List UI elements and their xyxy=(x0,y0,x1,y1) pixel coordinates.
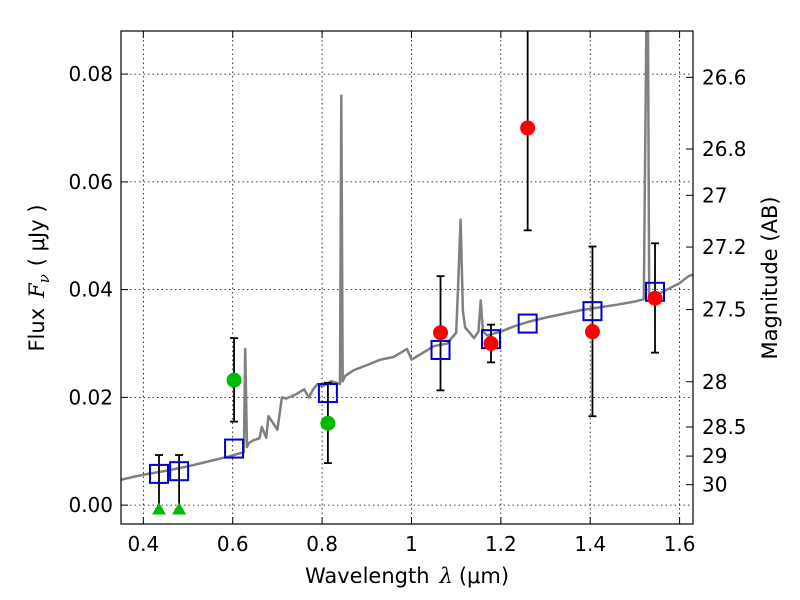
y-tick-label: 0.08 xyxy=(68,62,113,86)
red-detection-point xyxy=(584,324,600,340)
x-tick-label: 0.8 xyxy=(306,532,338,556)
red-detection-point xyxy=(647,290,663,306)
x-tick-label: 0.4 xyxy=(127,532,159,556)
mag-tick-label: 27 xyxy=(702,183,727,207)
x-axis-label-text: Wavelength xyxy=(305,564,430,588)
mag-tick-label: 30 xyxy=(702,473,727,497)
mag-tick-label: 29 xyxy=(702,444,727,468)
x-axis-label-unit: (μm) xyxy=(459,564,509,588)
y-tick-label: 0.04 xyxy=(68,278,113,302)
x-tick-label: 1.6 xyxy=(664,532,696,556)
x-axis-label-symbol: λ xyxy=(439,564,453,588)
x-tick-label: 1 xyxy=(405,532,418,556)
x-tick-label: 0.6 xyxy=(217,532,249,556)
x-axis-label: Wavelength λ (μm) xyxy=(305,564,509,588)
plot-frame xyxy=(120,30,694,525)
mag-tick-label: 26.8 xyxy=(702,137,747,161)
y-axis-label-symbol: F xyxy=(25,282,49,299)
mag-tick-label: 26.6 xyxy=(702,65,747,89)
x-tick-label: 1.4 xyxy=(574,532,606,556)
model-photometry-square xyxy=(148,463,169,484)
model-photometry-square xyxy=(169,461,190,482)
x-tick-label: 1.2 xyxy=(485,532,517,556)
green-detection-point xyxy=(226,372,242,388)
plot-background xyxy=(121,31,693,524)
upper-limit-triangle xyxy=(151,502,166,515)
mag-tick-label: 27.2 xyxy=(702,235,747,259)
model-spectrum-layer xyxy=(121,31,693,482)
model-photometry-square xyxy=(430,339,451,360)
model-photometry-square xyxy=(517,313,538,334)
model-photometry-square xyxy=(224,438,245,459)
y-tick-label: 0.06 xyxy=(68,170,113,194)
y-axis-label-text: Flux xyxy=(25,308,49,352)
mag-tick-label: 28 xyxy=(702,370,727,394)
grid xyxy=(121,31,693,524)
red-detection-point xyxy=(483,336,499,352)
y-tick-label: 0.00 xyxy=(68,493,113,517)
y-tick-label: 0.02 xyxy=(68,385,113,409)
mag-tick-label: 28.5 xyxy=(702,415,747,439)
model-spectrum-line xyxy=(121,31,693,482)
red-detection-point xyxy=(433,325,449,341)
ticks: 0.4 0.6 0.8 1 1.2 1.4 1.6 0.00 0.02 0.04 0.06 0.08 2… xyxy=(68,31,747,556)
green-detection-point xyxy=(320,415,336,431)
y-axis-label-unit: ( μJy ) xyxy=(25,204,49,266)
upper-limit-triangle xyxy=(172,502,187,515)
model-photometry-square xyxy=(582,301,603,322)
model-photometry-square xyxy=(317,383,338,404)
y2-axis-label: Magnitude (AB) xyxy=(758,196,782,359)
mag-tick-label: 27.5 xyxy=(702,298,747,322)
y-axis-label-subscript: ν xyxy=(35,274,53,283)
y-axis-label: Flux Fν ( μJy ) xyxy=(25,204,53,351)
red-detection-point xyxy=(520,120,536,136)
markers xyxy=(148,120,666,515)
